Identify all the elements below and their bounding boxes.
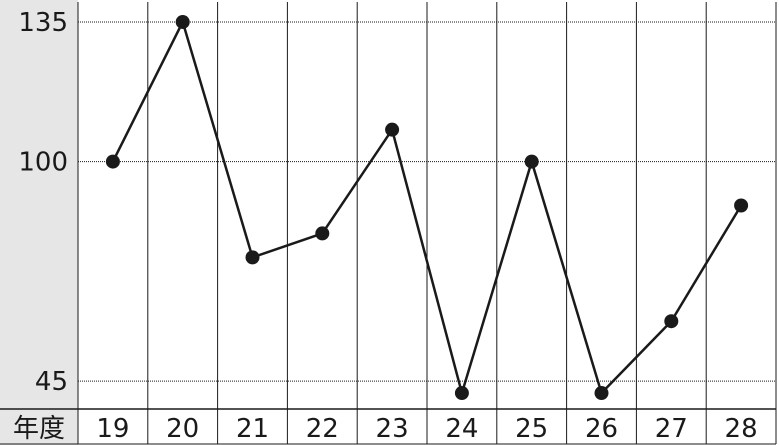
data-point-23 <box>385 122 400 137</box>
y-tick-labels: 45 100 135 <box>18 8 68 397</box>
data-point-28 <box>734 198 749 213</box>
x-tick-label-20: 20 <box>166 414 199 444</box>
data-point-25 <box>524 154 539 169</box>
y-tick-label-135: 135 <box>18 8 68 38</box>
header-cell <box>0 409 78 445</box>
data-point-27 <box>664 314 679 329</box>
category-header-label: 年度 <box>13 414 65 444</box>
data-point-24 <box>454 386 469 401</box>
x-tick-label-23: 23 <box>376 414 409 444</box>
x-tick-label-25: 25 <box>515 414 548 444</box>
x-tick-label-26: 26 <box>585 414 618 444</box>
data-point-20 <box>175 14 190 29</box>
y-axis-band <box>0 0 78 445</box>
x-tick-label-27: 27 <box>655 414 688 444</box>
data-point-21 <box>245 250 260 265</box>
y-tick-label-100: 100 <box>18 148 68 178</box>
x-tick-label-24: 24 <box>445 414 478 444</box>
data-series <box>105 14 749 401</box>
column-dividers <box>77 2 777 444</box>
series-line-0 <box>111 18 743 398</box>
x-tick-label-21: 21 <box>236 414 269 444</box>
x-tick-label-28: 28 <box>725 414 758 444</box>
x-tick-label-19: 19 <box>96 414 129 444</box>
data-point-22 <box>315 226 330 241</box>
data-point-26 <box>594 386 609 401</box>
x-tick-label-22: 22 <box>306 414 339 444</box>
y-tick-label-45: 45 <box>35 367 68 397</box>
data-point-19 <box>105 154 120 169</box>
